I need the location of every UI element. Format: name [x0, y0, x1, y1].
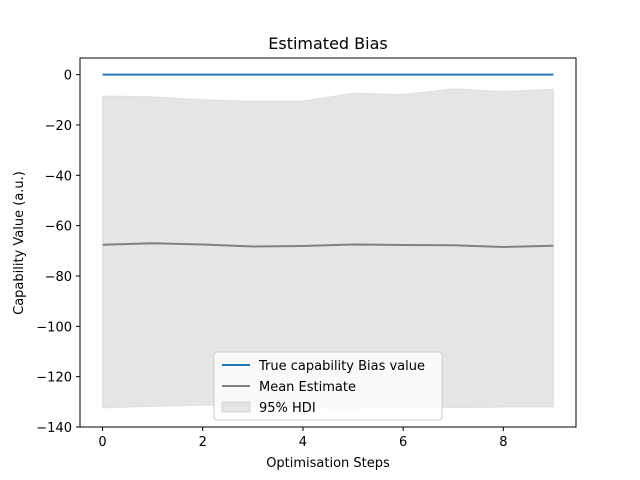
plot-area: [102, 73, 554, 409]
y-tick-label: −40: [45, 169, 72, 184]
x-tick-label: 8: [499, 435, 507, 450]
x-tick-label: 2: [199, 435, 207, 450]
x-tick-label: 4: [299, 435, 307, 450]
chart-title: Estimated Bias: [268, 34, 387, 53]
legend: True capability Bias value Mean Estimate 9…: [213, 351, 443, 421]
y-tick-label: −60: [45, 220, 72, 235]
legend-mean-estimate-label: Mean Estimate: [259, 380, 356, 395]
y-tick-label: −100: [36, 320, 72, 335]
axes: 0 2 4 6 8 0 −20 −40 −60 −80 −100 −120 −140: [36, 57, 577, 450]
legend-box: [213, 351, 443, 421]
y-tick-label: −80: [45, 270, 72, 285]
x-tick-label: 0: [98, 435, 106, 450]
axes-frame: [79, 57, 577, 428]
x-tick-label: 6: [399, 435, 407, 450]
legend-true-value-label: True capability Bias value: [258, 359, 425, 374]
legend-hdi-label: 95% HDI: [259, 401, 316, 416]
x-axis-label: Optimisation Steps: [266, 456, 390, 471]
y-tick-label: −20: [45, 119, 72, 134]
y-tick-label: 0: [64, 69, 72, 84]
y-tick-label: −140: [36, 421, 72, 436]
mean-estimate-line: [102, 242, 554, 249]
legend-hdi-swatch: [221, 401, 251, 413]
y-axis-label: Capability Value (a.u.): [12, 171, 27, 315]
y-tick-label: −120: [36, 371, 72, 386]
